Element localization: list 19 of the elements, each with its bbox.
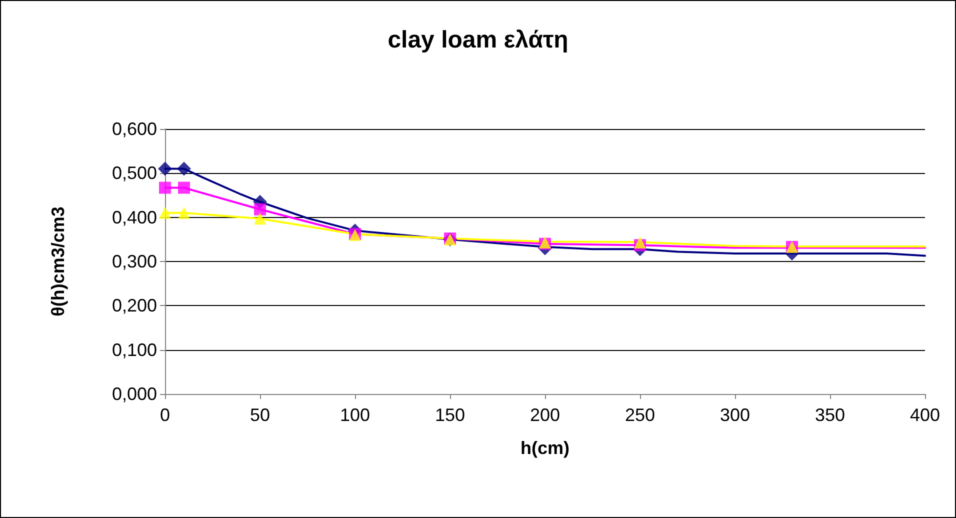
x-tick-label: 400 xyxy=(910,405,940,425)
x-tick-label: 200 xyxy=(530,405,560,425)
x-tick-label: 350 xyxy=(814,405,846,425)
y-tick-label: 0,500 xyxy=(112,163,157,184)
x-tick-label: 0 xyxy=(160,405,170,425)
x-tick-label: 250 xyxy=(624,405,656,425)
y-axis-title: θ(h)cm3/cm3 xyxy=(48,206,68,316)
chart-title: clay loam ελάτη xyxy=(388,26,568,54)
y-tick-label: 0,200 xyxy=(112,296,157,316)
x-tick-label: 150 xyxy=(434,405,466,425)
x-axis-title: h(cm) xyxy=(520,438,570,458)
y-tick-label: 0,300 xyxy=(112,252,157,272)
y-tick-label: 0,400 xyxy=(112,207,157,228)
y-tick-label: 0,600 xyxy=(112,119,157,139)
x-tick-label: 100 xyxy=(340,405,370,425)
y-tick-label: 0,100 xyxy=(112,340,157,360)
y-tick-label: 0,000 xyxy=(112,384,157,404)
x-tick-label: 50 xyxy=(250,405,270,425)
x-tick-label: 300 xyxy=(720,405,750,425)
